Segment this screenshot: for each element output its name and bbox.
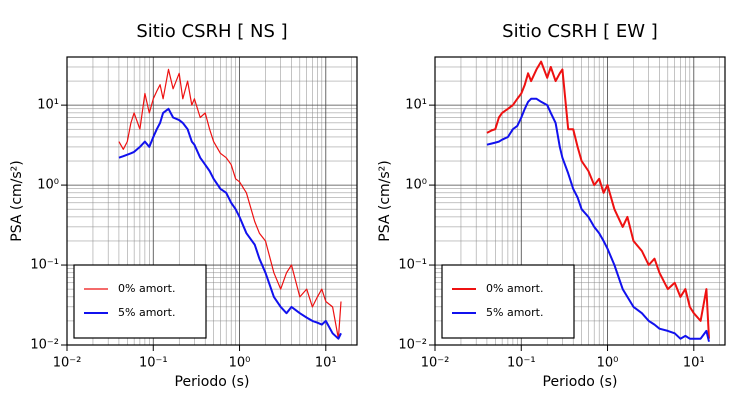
y-tick-label: 10⁻² [398,338,427,353]
x-tick-label: 10⁻¹ [507,356,536,371]
series-line [486,97,710,342]
y-tick-label: 10¹ [405,98,427,113]
legend-label: 5% amort. [486,306,543,319]
y-axis-label: PSA (cm/s²) [377,160,393,242]
x-tick-label: 10¹ [683,356,705,371]
legend-label: 5% amort. [118,306,175,319]
x-tick-label: 10⁻² [421,356,450,371]
legend-label: 0% amort. [486,282,543,295]
series-line [118,107,342,340]
chart-title: Sitio CSRH [ EW ] [502,21,658,42]
legend-box [73,264,207,339]
y-tick-label: 10¹ [37,98,59,113]
x-tick-label: 10¹ [315,356,337,371]
plot-frame [66,56,358,346]
chart-title: Sitio CSRH [ NS ] [136,21,287,42]
y-tick-label: 10⁻¹ [398,258,427,273]
panel: 10⁻² 10⁻¹ 10⁰ 10¹ 10⁻² 10⁻¹ 10⁰ 10¹ Sitio CSRH [… [377,21,726,390]
x-tick-label: 10⁻¹ [139,356,168,371]
series-line [118,68,342,340]
y-axis-label: PSA (cm/s²) [9,160,25,242]
panel: 10⁻² 10⁻¹ 10⁰ 10¹ 10⁻² 10⁻¹ 10⁰ 10¹ Sitio CSRH [… [9,21,358,390]
series-line [486,60,710,339]
legend-label: 0% amort. [118,282,175,295]
x-tick-label: 10⁻² [53,356,82,371]
legend: 0% amort. 5% amort. [73,264,207,339]
legend: 0% amort. 5% amort. [441,264,575,339]
x-axis-label: Periodo (s) [543,374,618,390]
y-tick-label: 10⁻² [30,338,59,353]
y-tick-label: 10⁻¹ [30,258,59,273]
y-tick-label: 10⁰ [405,178,427,193]
x-axis-label: Periodo (s) [175,374,250,390]
x-tick-label: 10⁰ [229,356,251,371]
legend-box [441,264,575,339]
x-tick-label: 10⁰ [597,356,619,371]
plot-frame [434,56,726,346]
y-tick-label: 10⁰ [37,178,59,193]
